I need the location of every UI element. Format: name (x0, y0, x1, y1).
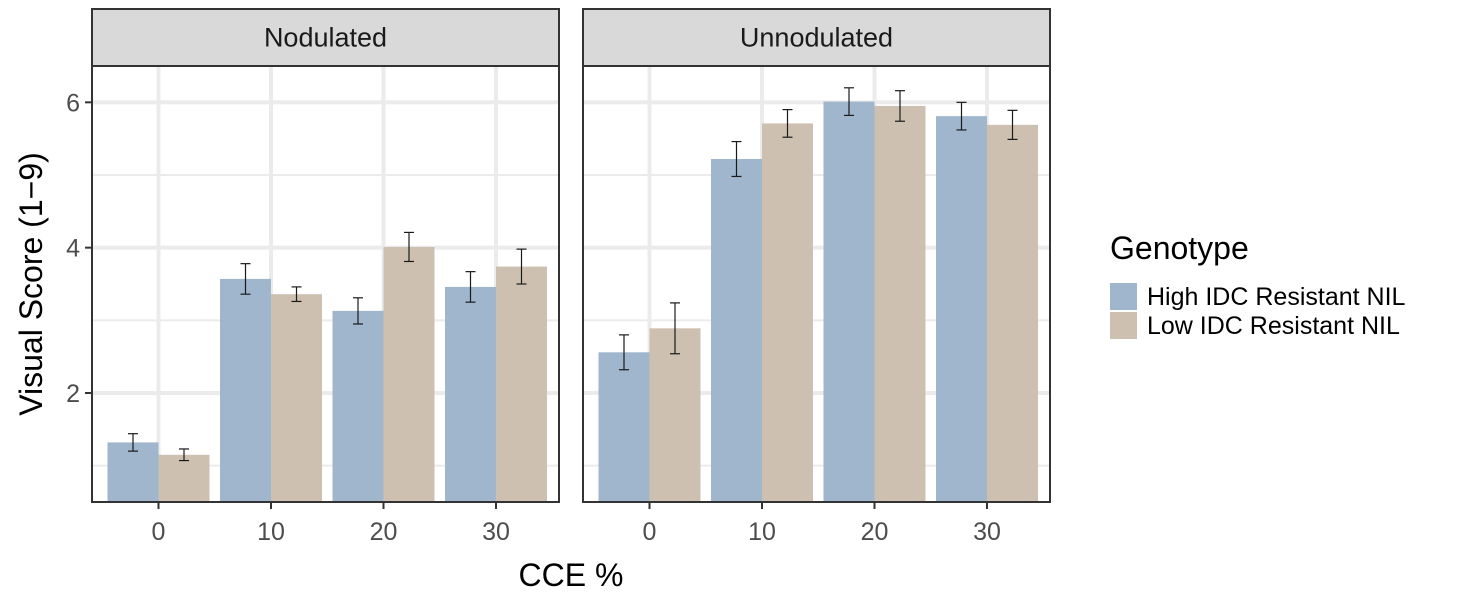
x-axis-title: CCE % (519, 557, 624, 593)
bar (711, 159, 762, 502)
legend-label: High IDC Resistant NIL (1147, 283, 1406, 311)
y-tick-label: 4 (66, 235, 80, 263)
bar (383, 246, 435, 502)
panels-layer: Nodulated 0 10 20 30 Unnodulated 0 10 20 30 2 4 6 (66, 8, 1051, 546)
bar (936, 116, 987, 502)
x-tick-label: 30 (482, 518, 510, 546)
panel-strip (582, 8, 1051, 67)
bar (332, 310, 384, 502)
y-tick-label: 6 (66, 89, 80, 117)
x-tick-label: 10 (748, 518, 776, 546)
y-axis-title: Visual Score (1−9) (13, 152, 49, 416)
bar (271, 294, 322, 502)
legend-key (1110, 312, 1137, 339)
bar (220, 278, 271, 502)
legend-label: Low IDC Resistant NIL (1147, 312, 1400, 340)
bar (823, 101, 875, 503)
y-axis: 2 4 6 (66, 89, 92, 408)
x-tick-label: 0 (152, 518, 166, 546)
legend-key (1110, 283, 1137, 310)
bar (762, 123, 813, 502)
x-tick-label: 0 (643, 518, 657, 546)
bar (598, 352, 650, 502)
panel-nodulated: Nodulated 0 10 20 30 (91, 8, 560, 546)
bar (107, 442, 159, 502)
bar (649, 328, 701, 502)
x-tick-label: 20 (370, 518, 398, 546)
panel-strip (91, 8, 560, 67)
bar (874, 105, 926, 502)
bar (496, 266, 547, 502)
bar (987, 124, 1038, 503)
x-tick-label: 30 (973, 518, 1001, 546)
x-tick-label: 20 (861, 518, 889, 546)
bar (158, 454, 210, 502)
panel-title: Nodulated (264, 23, 387, 53)
y-tick-label: 2 (66, 380, 80, 408)
panel-border (582, 65, 1051, 503)
panel-title: Unnodulated (740, 23, 893, 53)
panel-unnodulated: Unnodulated 0 10 20 30 (582, 8, 1051, 546)
bar (445, 286, 496, 502)
x-tick-label: 10 (257, 518, 285, 546)
panel-border (91, 65, 560, 503)
legend-title: Genotype (1110, 230, 1249, 266)
